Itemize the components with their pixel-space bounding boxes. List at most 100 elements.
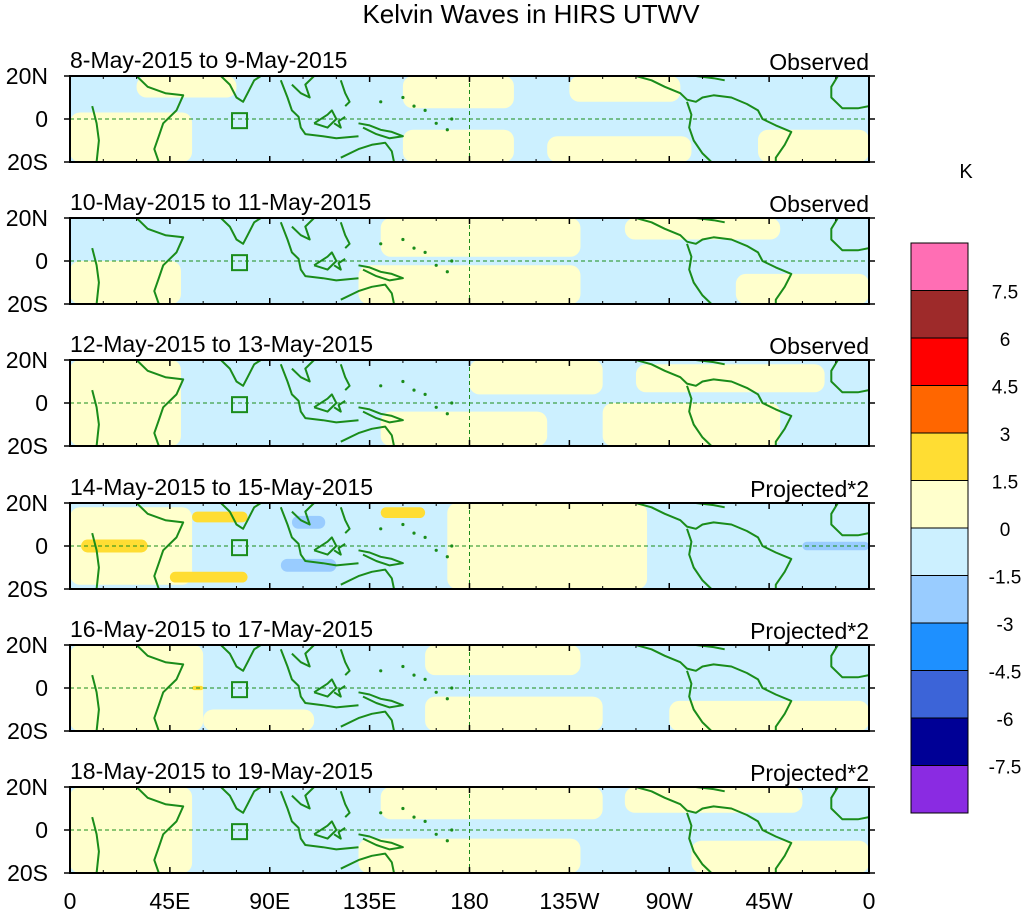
coastline	[333, 400, 346, 413]
coastline	[830, 503, 869, 537]
x-tick-label: 45E	[149, 888, 190, 914]
region-marker	[231, 823, 249, 841]
coastline	[333, 115, 346, 129]
coastline	[291, 218, 315, 241]
contour-band	[425, 696, 603, 731]
island-dot	[412, 673, 416, 677]
coastline	[92, 787, 185, 873]
coastline	[313, 536, 338, 556]
island-dot	[412, 246, 416, 250]
coastline	[340, 568, 395, 589]
coastline	[91, 389, 100, 446]
colorbar: 7.5 6 4.5 3 1.5 0 -1.5 -3 -4.5 -6 -7.5 K	[910, 161, 1021, 814]
island-dot	[445, 697, 449, 701]
colorbar-label: 4.5	[992, 378, 1018, 399]
island-dot	[445, 412, 449, 416]
coastline	[830, 360, 869, 394]
island-dot	[379, 669, 383, 673]
colorbar-label: 6	[1000, 330, 1011, 351]
contour-band	[70, 360, 181, 446]
contour-band	[380, 218, 581, 257]
island-dot	[434, 548, 438, 552]
coastline	[686, 528, 713, 589]
coastlines	[91, 360, 869, 446]
y-tick-label: 20S	[7, 433, 48, 459]
contour-band	[380, 787, 603, 820]
y-tick-label: 20S	[7, 576, 48, 602]
y-tick-label: 0	[35, 390, 48, 416]
coastline	[340, 852, 395, 873]
panel-kind: Observed	[769, 333, 869, 359]
coastline	[686, 101, 713, 162]
island-dot	[401, 664, 405, 669]
contour-band	[691, 840, 869, 873]
coastline	[830, 76, 869, 110]
colorbar-label: 7.5	[992, 283, 1018, 304]
contour-band	[70, 261, 181, 304]
panel-date-range: 8-May-2015 to 9-May-2015	[70, 47, 347, 73]
coastlines	[91, 645, 869, 731]
x-tick-label: 135W	[539, 888, 599, 914]
y-tick-label: 20S	[7, 718, 48, 744]
panel-4: 20N 0 20S 14-May-2015 to 15-May-2015 Project…	[6, 474, 875, 602]
island-dot	[423, 250, 427, 254]
coastline	[333, 543, 346, 556]
coastline	[340, 141, 395, 162]
coastline	[291, 645, 315, 668]
coastline	[291, 76, 315, 99]
panel-date-range: 10-May-2015 to 11-May-2015	[70, 189, 371, 215]
y-tick-label: 20N	[6, 632, 48, 658]
coastline	[91, 816, 100, 873]
x-tick-label: 0	[863, 888, 876, 914]
colorbar-label: 1.5	[992, 473, 1018, 494]
panel-kind: Projected*2	[750, 618, 869, 644]
island-dot	[423, 535, 427, 540]
contour-band	[136, 76, 237, 98]
coastline	[279, 363, 359, 424]
colorbar-unit: K	[959, 161, 973, 183]
panel-kind: Observed	[769, 191, 869, 217]
y-tick-label: 0	[35, 106, 48, 132]
coastline	[635, 218, 793, 304]
panel-1: 20N 0 20S 8-May-2015 to 9-May-2015 Observed	[6, 47, 875, 175]
contour-band	[624, 787, 803, 813]
contour-band	[547, 136, 692, 162]
panel-date-range: 14-May-2015 to 15-May-2015	[70, 474, 373, 500]
contour-band	[169, 571, 248, 583]
island-dot	[445, 839, 449, 843]
island-dot	[412, 104, 416, 108]
colorbar-swatch	[910, 480, 969, 529]
contour-band	[203, 709, 315, 731]
contour-band	[425, 645, 581, 676]
panel-date-range: 12-May-2015 to 13-May-2015	[70, 331, 373, 357]
coastline	[220, 787, 262, 814]
island-dot	[401, 95, 405, 100]
coastline	[291, 787, 315, 810]
x-tick-label: 45W	[745, 888, 793, 914]
colorbar-swatch	[910, 575, 969, 624]
coastline	[333, 685, 346, 698]
colorbar-swatch	[910, 290, 969, 339]
island-dot	[379, 100, 383, 104]
coastlines	[91, 787, 869, 873]
coastline	[686, 385, 713, 446]
coastline	[358, 691, 404, 709]
coastline	[339, 79, 351, 107]
chart-title: Kelvin Waves in HIRS UTWV	[362, 0, 700, 29]
coastline	[340, 283, 395, 304]
region-marker	[231, 112, 249, 130]
contour-band	[402, 129, 514, 162]
island-dot	[423, 819, 427, 824]
coastline	[686, 243, 713, 304]
coastlines	[91, 76, 869, 162]
coastline	[339, 648, 351, 676]
coastline	[279, 79, 359, 140]
colorbar-swatch	[910, 337, 969, 386]
contour-band	[569, 76, 681, 102]
colorbar-swatch	[910, 527, 969, 576]
coastline	[220, 218, 262, 245]
coastline	[291, 360, 315, 383]
coastline	[220, 645, 262, 672]
y-tick-label: 20N	[6, 490, 48, 516]
